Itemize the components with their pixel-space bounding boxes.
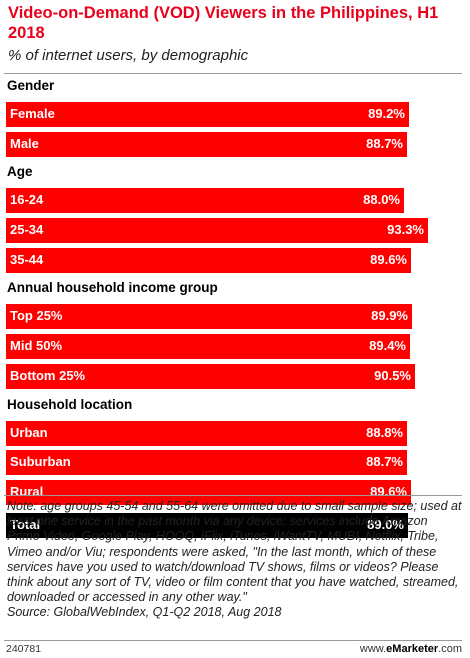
bar-value-label: 89.9% <box>371 308 408 323</box>
bar-value-label: 88.8% <box>366 425 403 440</box>
bar: Mid 50% 89.4% <box>6 334 410 359</box>
group-heading: Household location <box>7 397 133 412</box>
group-heading: Age <box>7 164 33 179</box>
bar-label: Top 25% <box>10 308 63 323</box>
bar-label: Rural <box>10 484 44 499</box>
bar-label: Urban <box>10 425 48 440</box>
top-divider <box>4 73 462 74</box>
bar: Rural 89.6% <box>6 480 411 505</box>
bar-value-label: 90.5% <box>374 368 411 383</box>
bar: Top 25% 89.9% <box>6 304 412 329</box>
bar-label: Suburban <box>10 454 71 469</box>
bar-label: 25-34 <box>10 222 44 237</box>
chart-title: Video-on-Demand (VOD) Viewers in the Phi… <box>8 4 439 42</box>
bar-value-label: 89.6% <box>370 484 407 499</box>
footer-divider <box>4 640 462 641</box>
source-text: Source: GlobalWebIndex, Q1-Q2 2018, Aug … <box>7 605 282 620</box>
bar-label: Bottom 25% <box>10 368 86 383</box>
brand-suffix: .com <box>438 643 462 655</box>
bar-value-label: 88.7% <box>366 454 403 469</box>
bar-label: Male <box>10 136 39 151</box>
bar: 25-34 93.3% <box>6 218 428 243</box>
bar: Urban 88.8% <box>6 421 407 446</box>
chart-id: 240781 <box>6 643 42 655</box>
bar: 35-44 89.6% <box>6 248 411 273</box>
bar-label: 35-44 <box>10 252 44 267</box>
bar: Female 89.2% <box>6 102 409 127</box>
bar: Suburban 88.7% <box>6 450 407 475</box>
bar-value-label: 88.0% <box>363 192 400 207</box>
bar-label: Total <box>10 517 41 532</box>
bar-value-label: 89.6% <box>370 252 407 267</box>
bar-value-label: 89.0% <box>367 517 404 532</box>
chart-subtitle: % of internet users, by demographic <box>8 47 249 64</box>
bar-value-label: 89.4% <box>369 338 406 353</box>
bar: Bottom 25% 90.5% <box>6 364 415 389</box>
bar-value-label: 88.7% <box>366 136 403 151</box>
bottom-divider <box>4 495 462 496</box>
bar-value-label: 89.2% <box>368 106 405 121</box>
bar-label: 16-24 <box>10 192 44 207</box>
bar: Male 88.7% <box>6 132 407 157</box>
bar-value-label: 93.3% <box>387 222 424 237</box>
bar: 16-24 88.0% <box>6 188 404 213</box>
brand-name: eMarketer <box>386 643 439 655</box>
brand-link[interactable]: www.eMarketer.com <box>360 643 462 655</box>
bar-label: Female <box>10 106 55 121</box>
total-bar: Total 89.0% <box>6 513 408 538</box>
chart-note: Note: age groups 45-54 and 55-64 were om… <box>7 499 463 621</box>
group-heading: Annual household income group <box>7 280 218 295</box>
bar-label: Mid 50% <box>10 338 63 353</box>
group-heading: Gender <box>7 78 55 93</box>
note-text: Note: age groups 45-54 and 55-64 were om… <box>7 499 462 605</box>
brand-prefix: www. <box>359 643 387 655</box>
